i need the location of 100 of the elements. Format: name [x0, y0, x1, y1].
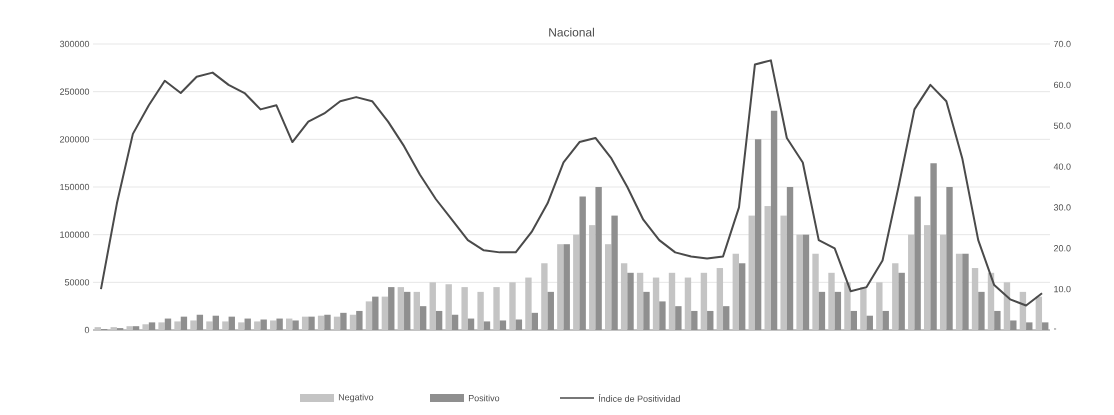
legend-label: Índice de Positividad	[598, 394, 680, 402]
bar	[148, 322, 156, 330]
y2-tick-label: 40.0	[1053, 163, 1071, 170]
bar	[461, 287, 468, 330]
y2-tick-label: 30.0	[1053, 204, 1071, 211]
bar	[404, 291, 411, 330]
bar	[435, 310, 443, 330]
bar	[962, 253, 969, 330]
bar	[499, 320, 507, 330]
bar	[333, 316, 341, 330]
bar	[547, 291, 554, 330]
bar	[292, 320, 299, 330]
bar	[1042, 322, 1049, 330]
bar	[174, 321, 181, 330]
bar	[419, 306, 427, 330]
bar	[818, 291, 826, 330]
y2-tick-label: 20.0	[1053, 245, 1071, 252]
bar	[493, 287, 500, 330]
bar	[228, 316, 235, 330]
bar	[206, 321, 213, 330]
bar	[1026, 322, 1033, 330]
bar	[1010, 320, 1017, 330]
bar	[397, 287, 405, 330]
bar	[196, 314, 204, 330]
bar	[94, 327, 101, 330]
bar	[356, 310, 363, 330]
y2-tick-label: 60.0	[1053, 81, 1071, 89]
bar	[254, 321, 261, 330]
y-tick-label: 300000	[59, 40, 90, 48]
bar	[244, 318, 251, 330]
bar	[595, 187, 602, 330]
bar	[860, 287, 867, 330]
bar	[978, 291, 985, 330]
y-tick-label: 100000	[60, 231, 90, 238]
bar	[372, 296, 379, 330]
bar	[180, 316, 188, 330]
bar	[110, 327, 117, 330]
bar	[286, 318, 293, 330]
bar	[238, 322, 245, 330]
y2-tick-label: 10.0	[1054, 285, 1071, 293]
bar	[340, 312, 347, 330]
bar	[579, 196, 586, 330]
bar	[675, 306, 682, 330]
bar	[802, 234, 810, 330]
bar	[754, 139, 762, 330]
bar	[222, 321, 229, 330]
bar	[164, 318, 172, 330]
y-tick-label: 200000	[60, 136, 90, 143]
bar	[707, 310, 714, 330]
bar	[142, 324, 149, 330]
bar	[563, 244, 570, 330]
bar	[866, 315, 873, 330]
bar	[467, 318, 475, 330]
bar	[212, 315, 220, 330]
bar	[349, 314, 357, 330]
bar	[898, 272, 905, 330]
bar	[643, 291, 650, 330]
bar	[260, 319, 267, 330]
bar	[994, 310, 1001, 330]
bar	[276, 318, 283, 330]
y-tick-label: 150000	[60, 183, 90, 191]
bar	[930, 163, 937, 330]
y2-tick-label: 70.0	[1053, 40, 1071, 48]
bar	[850, 310, 858, 330]
y-tick-label: 250000	[60, 88, 90, 95]
bar	[317, 315, 325, 330]
bar	[365, 301, 373, 330]
bar	[659, 301, 666, 330]
y2-tick-label: 50.0	[1053, 122, 1071, 129]
bar	[946, 187, 953, 330]
chart-title: Nacional	[549, 27, 594, 37]
bar	[611, 215, 618, 330]
bar	[531, 312, 539, 330]
bar	[126, 326, 133, 330]
bar	[483, 321, 491, 330]
bar	[786, 187, 794, 330]
bar	[834, 291, 842, 330]
bar	[381, 296, 389, 330]
y-tick-label: 0	[84, 326, 90, 334]
y2-tick-label: -	[1053, 328, 1057, 330]
line-series	[99, 59, 1044, 307]
bar	[477, 291, 484, 330]
bar	[914, 196, 921, 330]
bar	[1035, 296, 1043, 330]
bar	[132, 326, 140, 330]
bar	[158, 322, 165, 330]
legend-label: Positivo	[468, 394, 500, 402]
bar	[515, 319, 523, 330]
bar	[627, 272, 634, 330]
bar	[324, 314, 331, 330]
bar	[738, 263, 746, 330]
bar	[770, 110, 778, 330]
legend-label: Negativo	[338, 393, 374, 403]
y-tick-label: 50000	[64, 279, 90, 286]
bar	[270, 320, 277, 330]
bar	[301, 316, 309, 330]
bar	[451, 314, 459, 330]
bar	[388, 287, 395, 330]
bar	[882, 310, 889, 330]
bar	[308, 316, 315, 330]
